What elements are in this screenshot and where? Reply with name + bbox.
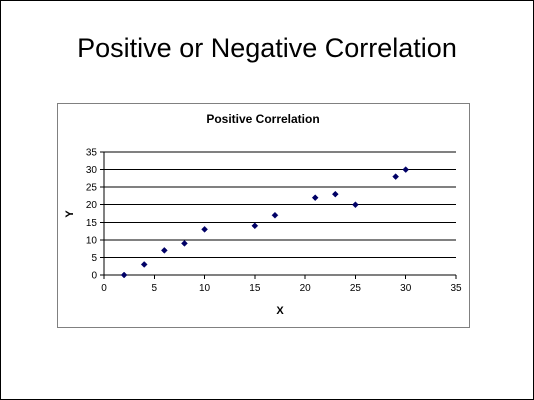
data-point-marker xyxy=(160,247,168,254)
chart-title: Positive Correlation xyxy=(206,112,319,126)
y-tick-label: 25 xyxy=(86,183,98,194)
y-axis-label: Y xyxy=(64,210,76,218)
data-point-marker xyxy=(120,271,128,279)
data-point-marker xyxy=(402,166,410,173)
data-point-marker xyxy=(352,201,359,209)
y-tick-label: 0 xyxy=(91,271,97,282)
chart-frame: Positive Correlation Y X 0 5 10 15 20 25 30 35 0… xyxy=(57,103,470,328)
x-tick-label: 30 xyxy=(400,283,412,294)
y-tick-label: 20 xyxy=(86,200,98,211)
data-point-marker xyxy=(271,211,279,219)
x-tick-label: 15 xyxy=(249,283,261,294)
y-tick-label: 15 xyxy=(86,218,98,229)
y-tick-label: 5 xyxy=(91,253,97,264)
grid-layer xyxy=(104,151,456,258)
axis-layer xyxy=(103,152,456,276)
x-tick-label: 5 xyxy=(152,283,158,294)
data-point-marker xyxy=(181,240,188,247)
y-tick-label: 35 xyxy=(86,148,98,159)
x-tick-label: 0 xyxy=(101,283,107,294)
data-point-marker xyxy=(140,261,148,268)
y-tick-label: 30 xyxy=(86,165,98,176)
data-point-marker xyxy=(392,173,400,180)
data-point-marker xyxy=(311,194,319,202)
point-layer xyxy=(120,166,410,279)
slide-title: Positive or Negative Correlation xyxy=(77,33,457,63)
x-tick-label: 10 xyxy=(199,283,211,294)
y-tick-label: 10 xyxy=(86,235,98,246)
x-tick-label: 25 xyxy=(350,283,362,294)
data-point-marker xyxy=(201,225,208,233)
x-tick-label: 35 xyxy=(450,283,462,294)
data-point-marker xyxy=(331,190,339,198)
tick-layer: 0 5 10 15 20 25 30 35 0 5 10 15 20 25 30 35 xyxy=(86,148,462,295)
x-tick-label: 20 xyxy=(300,283,312,294)
data-point-marker xyxy=(251,222,259,230)
scatter-chart: Positive Correlation Y X 051015202530350… xyxy=(64,112,462,317)
x-axis-label: X xyxy=(276,305,284,317)
